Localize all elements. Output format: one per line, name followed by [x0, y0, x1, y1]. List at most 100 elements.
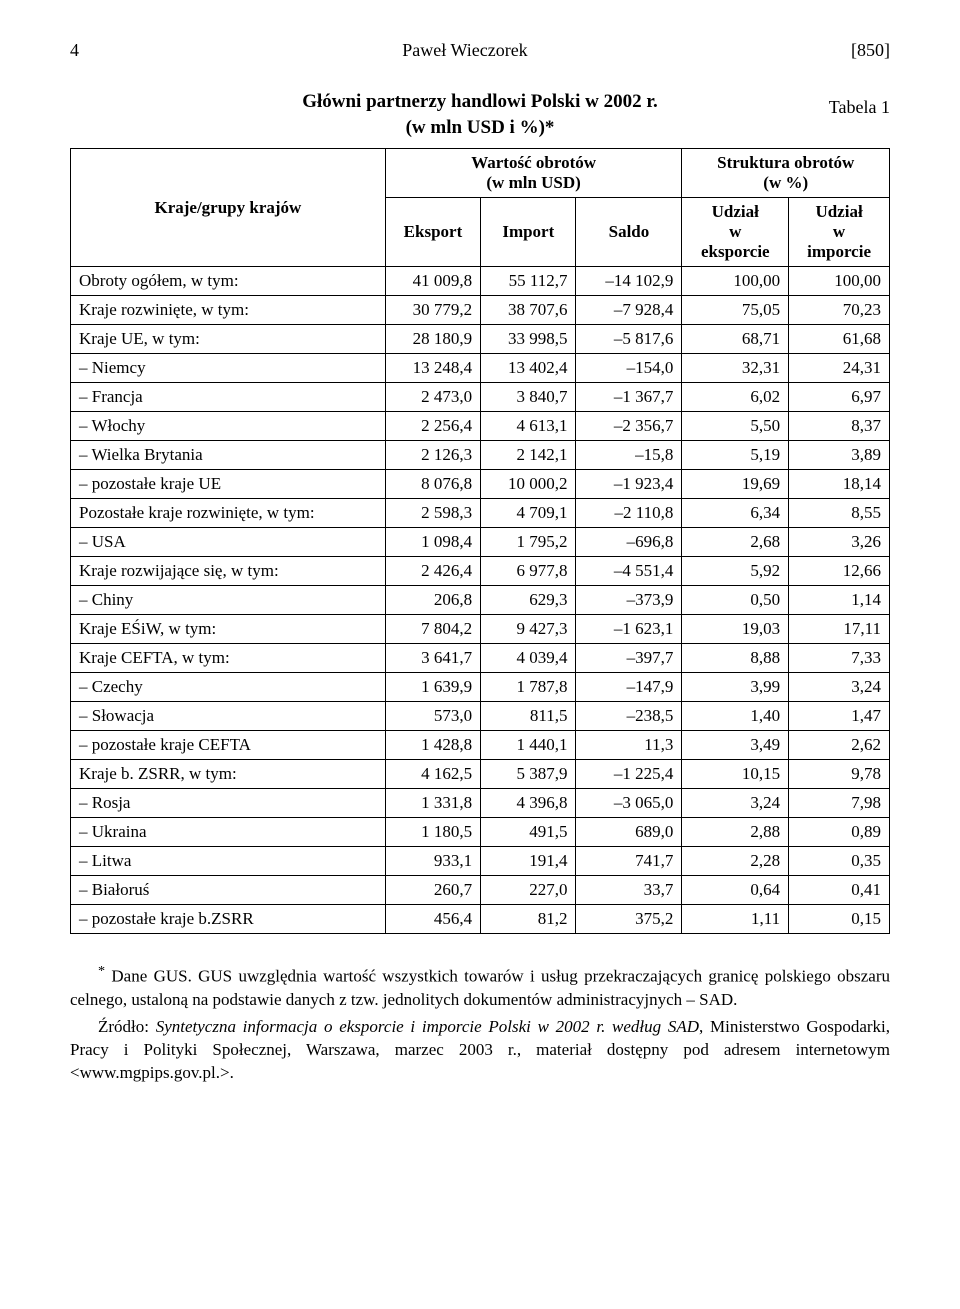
table-row: – USA1 098,41 795,2–696,82,683,26: [71, 528, 890, 557]
cell-value: –154,0: [576, 354, 682, 383]
cell-value: 75,05: [682, 296, 789, 325]
footnote-p1: * Dane GUS. GUS uwzględnia wartość wszys…: [70, 962, 890, 1012]
table-row: Kraje b. ZSRR, w tym:4 162,55 387,9–1 22…: [71, 760, 890, 789]
cell-value: 2,68: [682, 528, 789, 557]
cell-value: 17,11: [789, 615, 890, 644]
cell-value: 5,50: [682, 412, 789, 441]
table-row: – pozostałe kraje UE8 076,810 000,2–1 92…: [71, 470, 890, 499]
cell-value: 1 639,9: [385, 673, 480, 702]
cell-value: 629,3: [481, 586, 576, 615]
row-label: – pozostałe kraje b.ZSRR: [71, 905, 386, 934]
row-label: Kraje rozwinięte, w tym:: [71, 296, 386, 325]
cell-value: 33,7: [576, 876, 682, 905]
table-row: – pozostałe kraje CEFTA1 428,81 440,111,…: [71, 731, 890, 760]
cell-value: 456,4: [385, 905, 480, 934]
table-row: – Chiny206,8629,3–373,90,501,14: [71, 586, 890, 615]
footnote: * Dane GUS. GUS uwzględnia wartość wszys…: [70, 962, 890, 1084]
cell-value: 32,31: [682, 354, 789, 383]
cell-value: 8 076,8: [385, 470, 480, 499]
col-share-import: Udział w imporcie: [789, 198, 890, 267]
cell-value: 8,88: [682, 644, 789, 673]
cell-value: –1 623,1: [576, 615, 682, 644]
cell-value: 741,7: [576, 847, 682, 876]
cell-value: 206,8: [385, 586, 480, 615]
footnote-p1-text: Dane GUS. GUS uwzględnia wartość wszystk…: [70, 967, 890, 1009]
footnote-p2-italic: Syntetyczna informacja o eksporcie i imp…: [156, 1017, 699, 1036]
row-label: Pozostałe kraje rozwinięte, w tym:: [71, 499, 386, 528]
cell-value: 10 000,2: [481, 470, 576, 499]
cell-value: –238,5: [576, 702, 682, 731]
cell-value: 1,11: [682, 905, 789, 934]
row-label: Kraje EŚiW, w tym:: [71, 615, 386, 644]
cell-value: 2,88: [682, 818, 789, 847]
col-countries: Kraje/grupy krajów: [71, 149, 386, 267]
cell-value: 28 180,9: [385, 325, 480, 354]
cell-value: –696,8: [576, 528, 682, 557]
cell-value: 13 402,4: [481, 354, 576, 383]
cell-value: 61,68: [789, 325, 890, 354]
page: 4 Paweł Wieczorek [850] Tabela 1 Główni …: [0, 0, 960, 1139]
table-title: Tabela 1 Główni partnerzy handlowi Polsk…: [70, 89, 890, 140]
table-row: – Wielka Brytania2 126,32 142,1–15,85,19…: [71, 441, 890, 470]
cell-value: 3,89: [789, 441, 890, 470]
cell-value: –15,8: [576, 441, 682, 470]
cell-value: 1 795,2: [481, 528, 576, 557]
row-label: – pozostałe kraje CEFTA: [71, 731, 386, 760]
running-head: 4 Paweł Wieczorek [850]: [70, 40, 890, 61]
cell-value: 6 977,8: [481, 557, 576, 586]
cell-value: 3,24: [682, 789, 789, 818]
col-saldo: Saldo: [576, 198, 682, 267]
table-row: Kraje rozwinięte, w tym:30 779,238 707,6…: [71, 296, 890, 325]
title-line-1: Główni partnerzy handlowi Polski w 2002 …: [70, 89, 890, 115]
cell-value: 573,0: [385, 702, 480, 731]
data-table: Kraje/grupy krajów Wartość obrotów (w ml…: [70, 148, 890, 934]
cell-value: 100,00: [682, 267, 789, 296]
cell-value: 24,31: [789, 354, 890, 383]
cell-value: –7 928,4: [576, 296, 682, 325]
cell-value: 3,24: [789, 673, 890, 702]
cell-value: –397,7: [576, 644, 682, 673]
cell-value: 2,62: [789, 731, 890, 760]
cell-value: 41 009,8: [385, 267, 480, 296]
col-group-structure: Struktura obrotów (w %): [682, 149, 890, 198]
table-row: – Włochy2 256,44 613,1–2 356,75,508,37: [71, 412, 890, 441]
cell-value: 0,15: [789, 905, 890, 934]
cell-value: 491,5: [481, 818, 576, 847]
cell-value: 100,00: [789, 267, 890, 296]
table-row: – pozostałe kraje b.ZSRR456,481,2375,21,…: [71, 905, 890, 934]
row-label: Kraje b. ZSRR, w tym:: [71, 760, 386, 789]
row-label: – Czechy: [71, 673, 386, 702]
cell-value: 4 613,1: [481, 412, 576, 441]
cell-value: 260,7: [385, 876, 480, 905]
row-label: – Wielka Brytania: [71, 441, 386, 470]
cell-value: 2 598,3: [385, 499, 480, 528]
cell-value: 7,98: [789, 789, 890, 818]
title-line-2: (w mln USD i %)*: [70, 115, 890, 141]
cell-value: 55 112,7: [481, 267, 576, 296]
cell-value: 3,26: [789, 528, 890, 557]
cell-value: 5,19: [682, 441, 789, 470]
cell-value: 3,49: [682, 731, 789, 760]
cell-value: 19,03: [682, 615, 789, 644]
row-label: – Włochy: [71, 412, 386, 441]
cell-value: 1 428,8: [385, 731, 480, 760]
table-row: – Czechy1 639,91 787,8–147,93,993,24: [71, 673, 890, 702]
cell-value: –1 923,4: [576, 470, 682, 499]
cell-value: –1 225,4: [576, 760, 682, 789]
col-export: Eksport: [385, 198, 480, 267]
row-label: – Chiny: [71, 586, 386, 615]
cell-value: 4 709,1: [481, 499, 576, 528]
cell-value: 70,23: [789, 296, 890, 325]
table-row: – Francja2 473,03 840,7–1 367,76,026,97: [71, 383, 890, 412]
cell-value: 0,89: [789, 818, 890, 847]
row-label: Obroty ogółem, w tym:: [71, 267, 386, 296]
table-row: – Litwa933,1191,4741,72,280,35: [71, 847, 890, 876]
cell-value: 38 707,6: [481, 296, 576, 325]
cell-value: –2 110,8: [576, 499, 682, 528]
row-label: – Niemcy: [71, 354, 386, 383]
table-body: Obroty ogółem, w tym:41 009,855 112,7–14…: [71, 267, 890, 934]
cell-value: 2 142,1: [481, 441, 576, 470]
row-label: – pozostałe kraje UE: [71, 470, 386, 499]
cell-value: 2 256,4: [385, 412, 480, 441]
table-row: Kraje UE, w tym:28 180,933 998,5–5 817,6…: [71, 325, 890, 354]
